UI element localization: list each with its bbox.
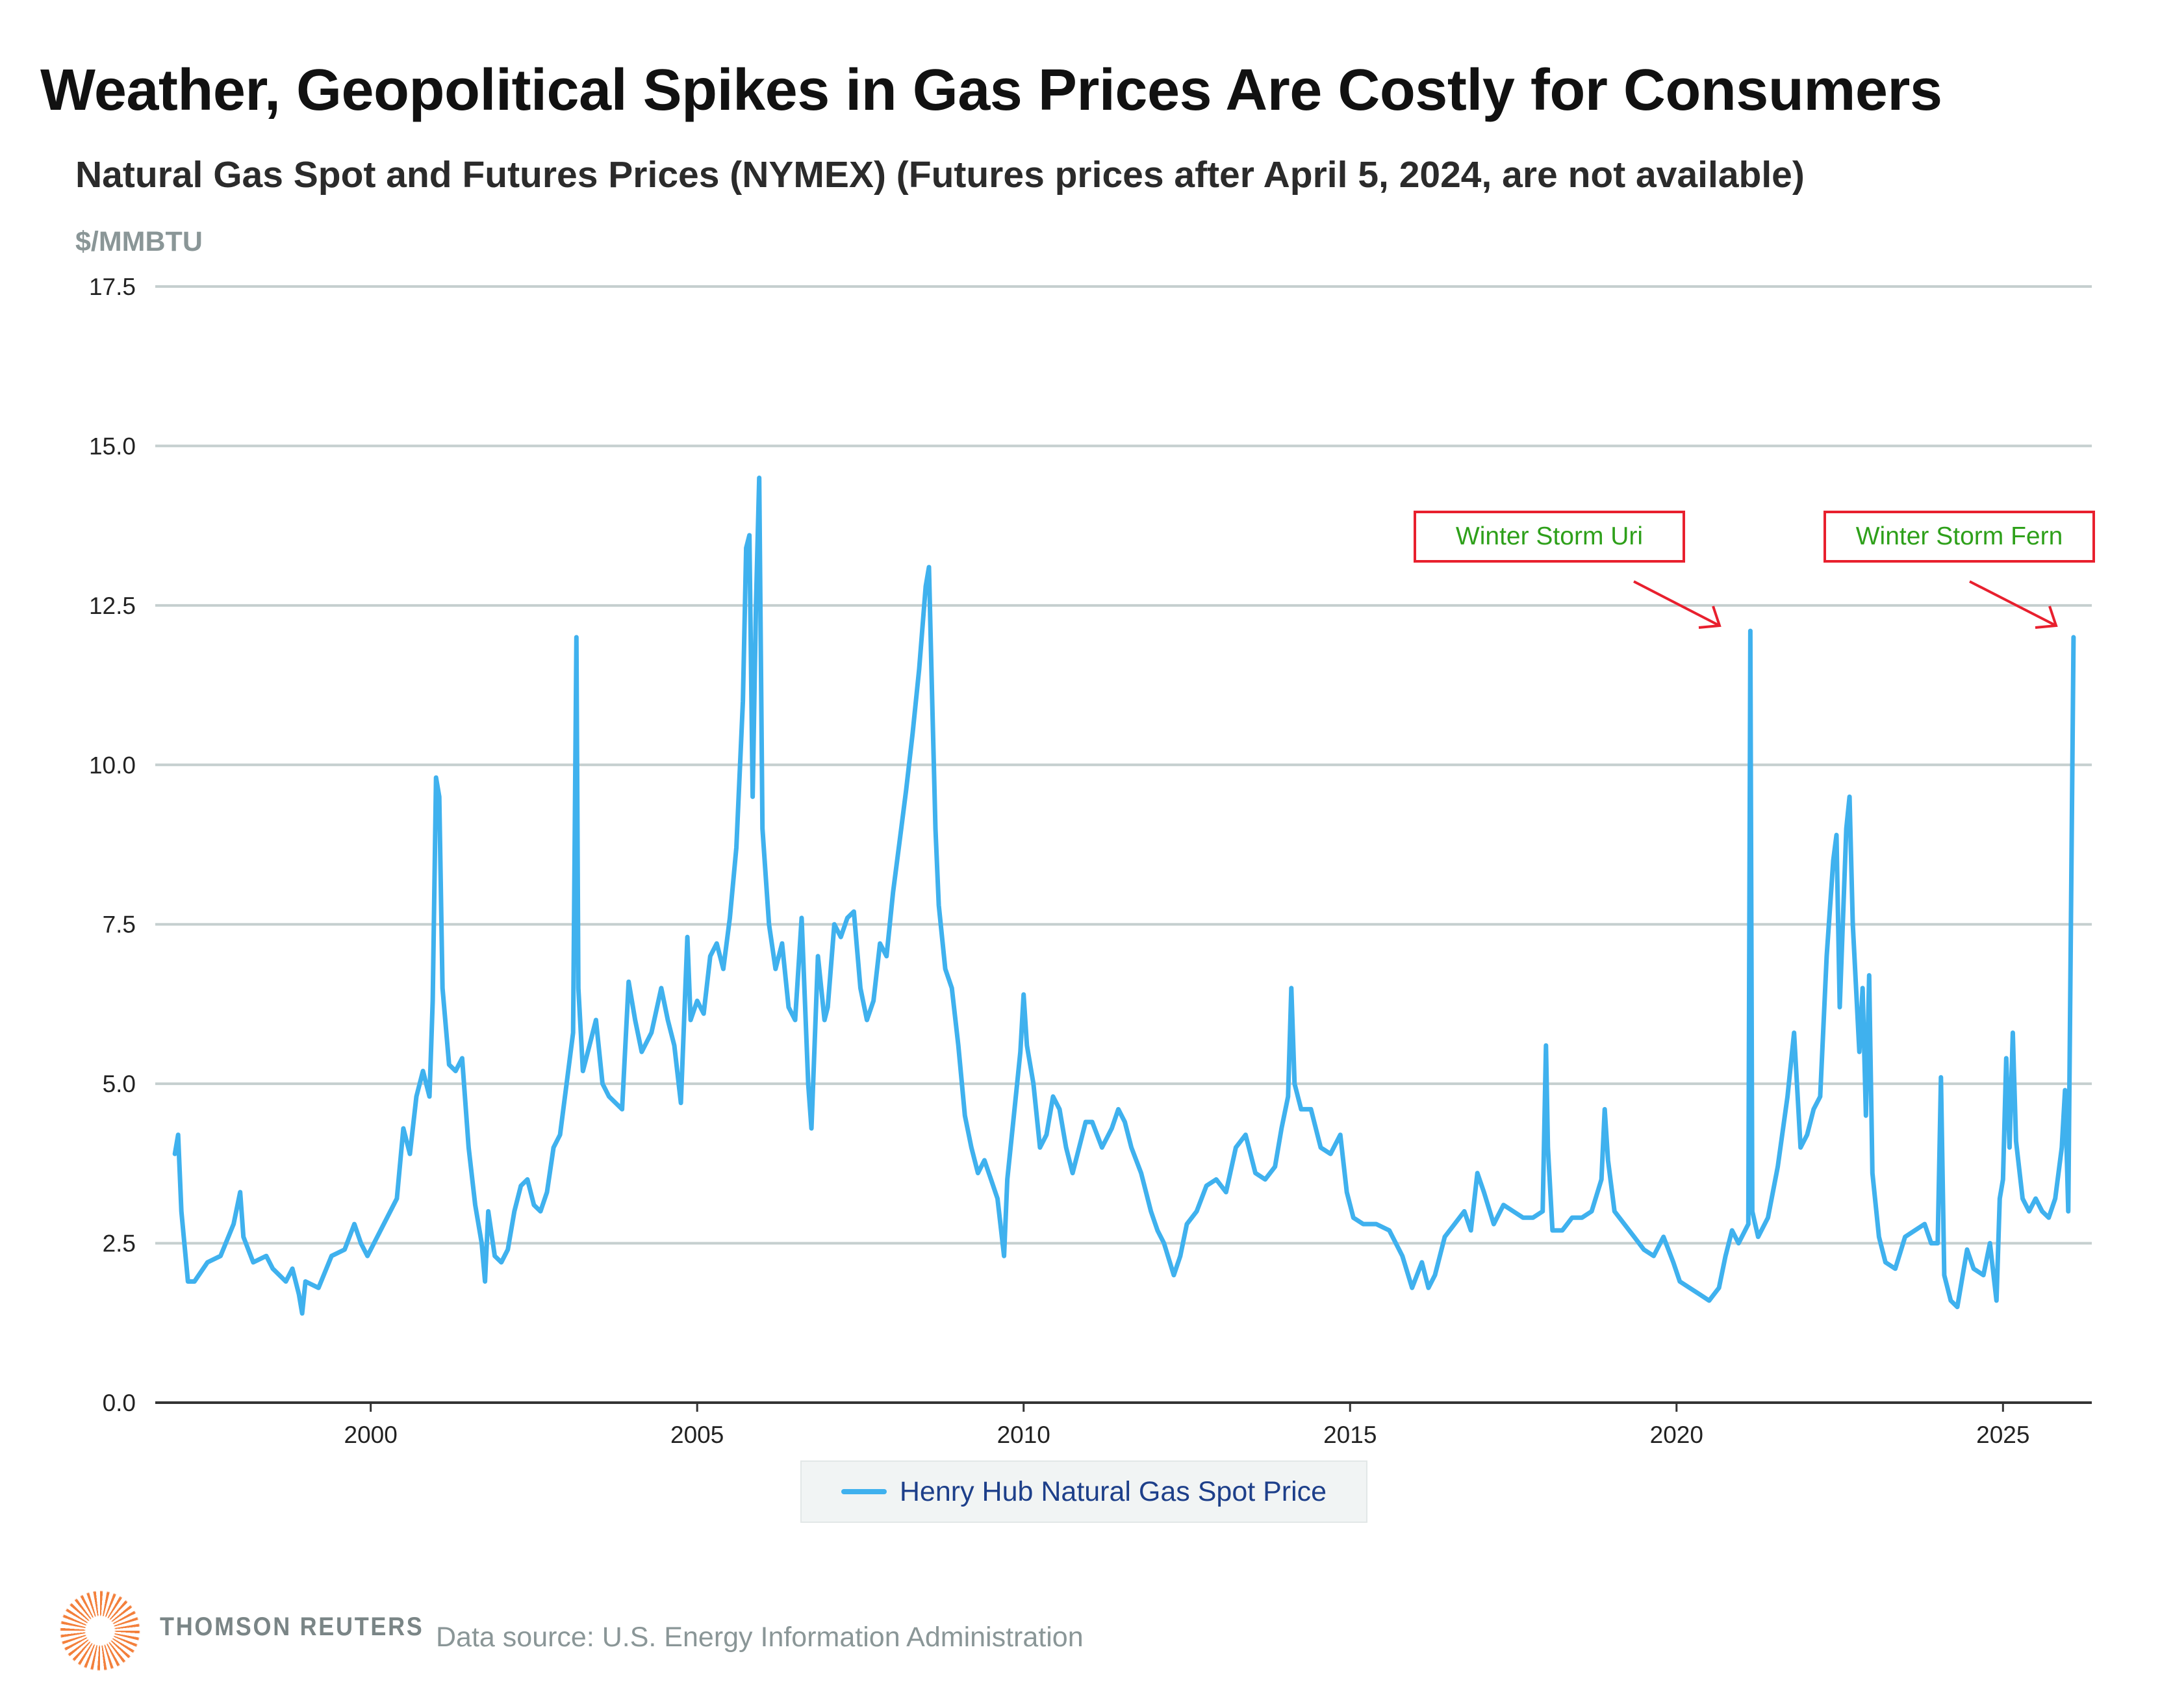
legend-swatch bbox=[841, 1489, 887, 1494]
brand-wordmark: THOMSON REUTERS bbox=[160, 1612, 424, 1641]
y-tick-label: 0.0 bbox=[103, 1390, 136, 1416]
x-tick-label: 2025 bbox=[1976, 1421, 2029, 1448]
data-source: Data source: U.S. Energy Information Adm… bbox=[436, 1622, 1084, 1653]
y-tick-label: 17.5 bbox=[89, 274, 136, 300]
y-tick-label: 15.0 bbox=[89, 433, 136, 459]
x-tick-label: 2020 bbox=[1650, 1421, 1703, 1448]
annotation-winter-storm-uri: Winter Storm Uri bbox=[1414, 511, 1685, 563]
annotation-arrow bbox=[1633, 580, 1720, 627]
y-tick-label: 10.0 bbox=[89, 752, 136, 778]
annotation-winter-storm-fern: Winter Storm Fern bbox=[1823, 511, 2095, 563]
annotation-arrow bbox=[1969, 580, 2057, 627]
annotation-text: Winter Storm Fern bbox=[1855, 522, 2063, 550]
chart-title: Weather, Geopolitical Spikes in Gas Pric… bbox=[40, 58, 1942, 123]
legend: Henry Hub Natural Gas Spot Price bbox=[800, 1460, 1367, 1523]
y-tick-label: 7.5 bbox=[103, 911, 136, 938]
arrowhead-icon bbox=[1698, 605, 1722, 629]
y-tick-label: 2.5 bbox=[103, 1230, 136, 1257]
x-tick-label: 2005 bbox=[670, 1421, 724, 1448]
y-tick-label: 12.5 bbox=[89, 593, 136, 619]
chart-subtitle: Natural Gas Spot and Futures Prices (NYM… bbox=[75, 154, 1805, 196]
arrowhead-icon bbox=[2035, 605, 2058, 629]
x-tick-label: 2010 bbox=[997, 1421, 1050, 1448]
y-tick-label: 5.0 bbox=[103, 1071, 136, 1097]
y-axis-label: $/MMBTU bbox=[75, 226, 203, 257]
x-tick-label: 2000 bbox=[344, 1421, 398, 1448]
thomson-reuters-logo bbox=[60, 1590, 140, 1671]
x-tick-label: 2015 bbox=[1323, 1421, 1377, 1448]
series-line-henry-hub bbox=[172, 476, 2076, 1316]
annotation-text: Winter Storm Uri bbox=[1455, 522, 1644, 550]
legend-label: Henry Hub Natural Gas Spot Price bbox=[899, 1475, 1327, 1507]
